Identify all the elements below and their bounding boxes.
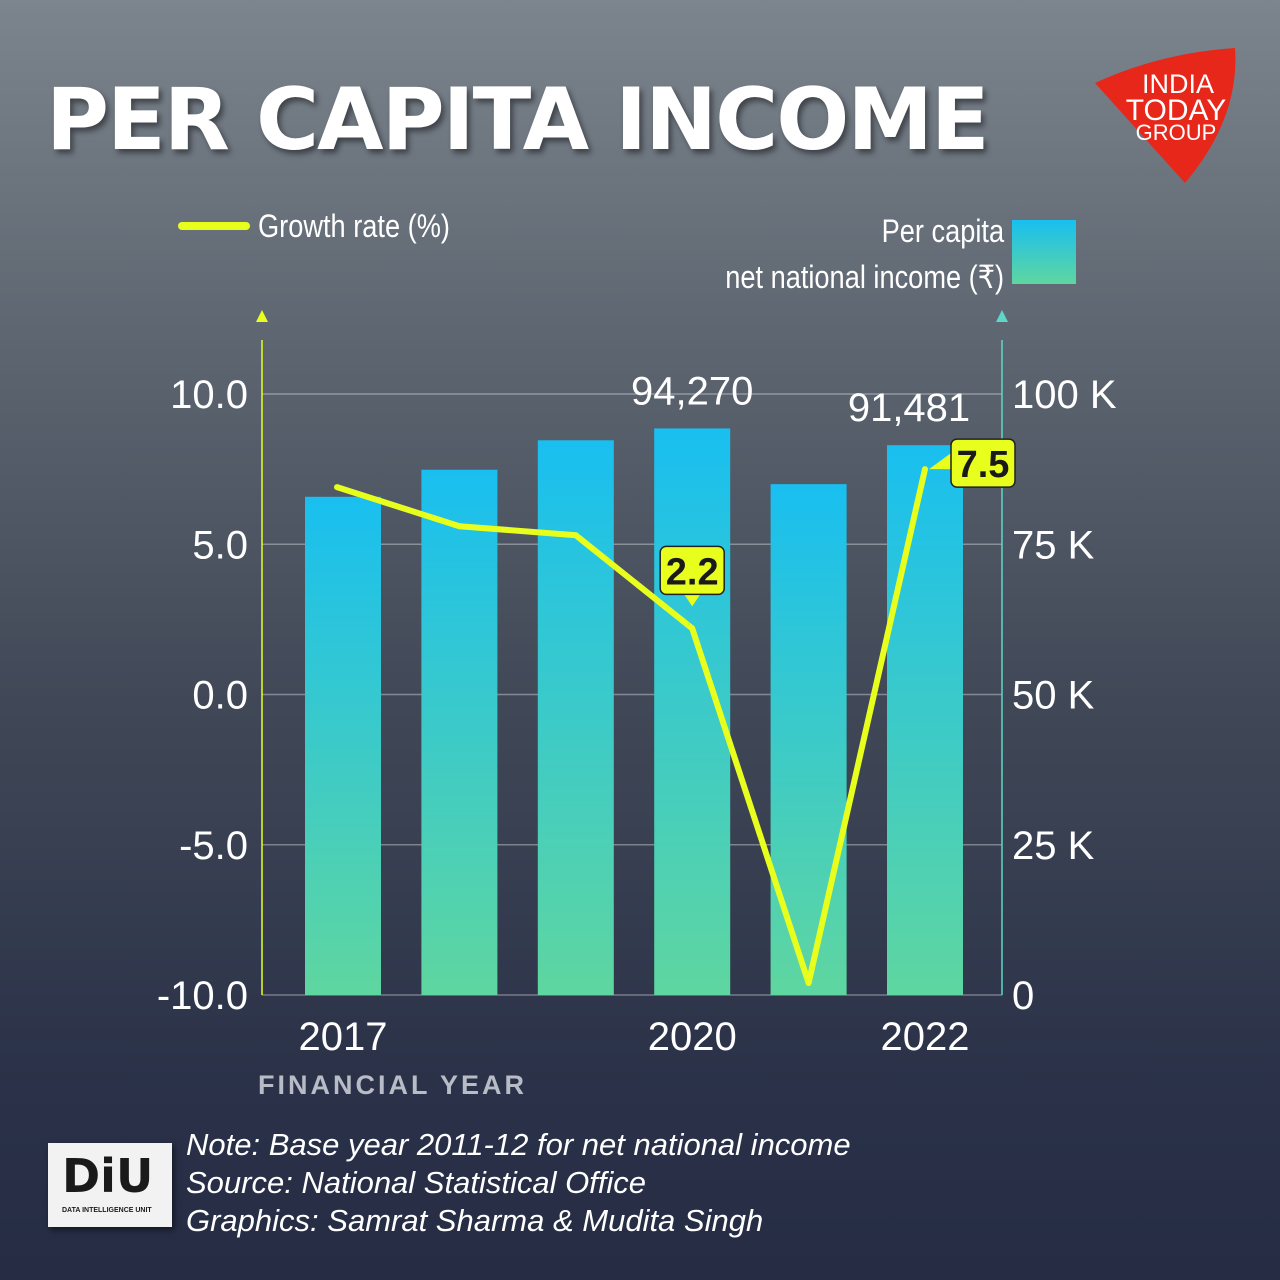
- graphics-credit: Graphics: Samrat Sharma & Mudita Singh: [186, 1203, 764, 1238]
- page-title: PER CAPITA INCOME: [46, 70, 990, 170]
- bar: [770, 484, 847, 995]
- notes: Note: Base year 2011-12 for net national…: [186, 1126, 851, 1240]
- callout-pointer: [929, 453, 951, 470]
- growth-point: [334, 484, 340, 491]
- left-tick-label: 5.0: [192, 523, 248, 567]
- svg-text:INDIA: INDIA: [1142, 69, 1214, 99]
- x-axis-label: FINANCIAL YEAR: [258, 1070, 528, 1100]
- growth-callout: [950, 438, 1016, 488]
- growth-point: [572, 532, 579, 539]
- note-text: Note: Base year 2011-12 for net national…: [186, 1127, 851, 1162]
- bar: [421, 469, 498, 995]
- growth-line: [336, 468, 928, 986]
- left-tick-label: 10.0: [170, 373, 248, 417]
- diu-logo-subtext: DATA INTELLIGENCE UNIT: [62, 1207, 152, 1214]
- right-tick-label: 0: [1012, 974, 1034, 1018]
- callout-pointer: [684, 594, 701, 607]
- legend-per-capita-line2: net national income (₹): [725, 259, 1004, 295]
- diu-logo-text: DiU: [62, 1149, 154, 1203]
- bar-data-label: 94,270: [631, 369, 753, 413]
- left-tick-label: 0.0: [192, 674, 248, 718]
- x-tick-label: 2022: [881, 1015, 970, 1059]
- svg-text:TODAY: TODAY: [1126, 94, 1227, 127]
- right-tick-label: 100 K: [1012, 373, 1117, 417]
- left-tick-label: -10.0: [157, 974, 248, 1018]
- left-axis-arrow-icon: [256, 310, 268, 322]
- growth-point: [922, 466, 928, 473]
- left-tick-label: -5.0: [179, 824, 248, 868]
- right-tick-label: 50 K: [1012, 674, 1095, 718]
- bar: [305, 496, 381, 995]
- growth-data-label: 7.5: [957, 444, 1010, 486]
- right-axis-arrow-icon: [996, 310, 1008, 322]
- growth-point: [456, 523, 463, 530]
- growth-point: [805, 979, 812, 986]
- bar: [537, 440, 614, 996]
- bar-data-label: 91,481: [848, 386, 970, 430]
- x-tick-label: 2017: [299, 1015, 388, 1059]
- diu-logo: DiU DATA INTELLIGENCE UNIT: [48, 1143, 172, 1227]
- svg-text:GROUP: GROUP: [1136, 120, 1217, 145]
- legend-growth-label: Growth rate (%): [258, 208, 450, 244]
- growth-point: [689, 625, 696, 632]
- bar: [887, 445, 963, 995]
- india-today-logo: INDIA TODAY GROUP: [1095, 48, 1236, 183]
- legend-per-capita-line1: Per capita: [881, 213, 1004, 249]
- legend-per-capita-swatch: [1012, 220, 1076, 284]
- right-tick-label: 75 K: [1012, 523, 1095, 567]
- growth-callout: [659, 545, 725, 596]
- legend-per-capita-label: Per capita net national income (₹): [725, 208, 1004, 300]
- x-tick-label: 2020: [648, 1015, 737, 1059]
- growth-data-label: 2.2: [666, 551, 719, 593]
- source-text: Source: National Statistical Office: [186, 1165, 647, 1200]
- right-tick-label: 25 K: [1012, 824, 1095, 868]
- legend-growth-swatch: [178, 222, 250, 230]
